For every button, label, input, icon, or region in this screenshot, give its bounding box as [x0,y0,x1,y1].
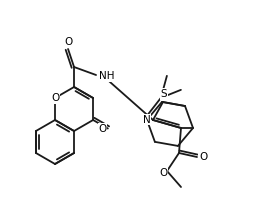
Text: O: O [51,93,59,103]
Text: S: S [161,89,167,99]
Text: O: O [159,168,167,178]
Text: N: N [143,115,151,125]
Text: NH: NH [99,71,115,81]
Text: O: O [199,152,207,162]
Text: O: O [99,123,107,133]
Text: O: O [64,37,72,47]
